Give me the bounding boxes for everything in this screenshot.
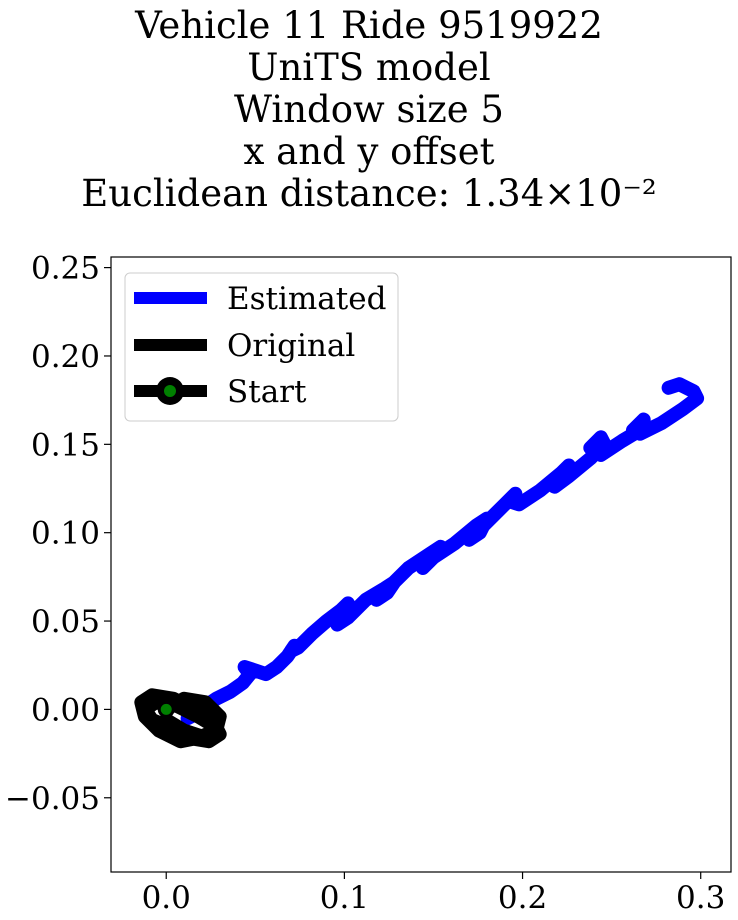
chart-title-line-2: UniTS model (247, 46, 491, 89)
y-tick-label: 0.15 (31, 427, 100, 463)
chart-title-line-1: Vehicle 11 Ride 9519922 (135, 4, 603, 47)
start-marker (157, 700, 175, 718)
x-tick-label: 0.2 (498, 880, 547, 916)
series-line-original (134, 688, 227, 749)
legend-label-start: Start (227, 374, 307, 410)
y-tick-label: 0.10 (31, 516, 100, 552)
legend-start-marker-inner (164, 385, 176, 397)
x-tick-label: 0.3 (676, 880, 725, 916)
legend-label-original: Original (227, 328, 355, 364)
series-line-estimated (180, 377, 705, 726)
y-tick-label: 0.05 (31, 604, 100, 640)
legend: Estimated Original Start (124, 272, 399, 422)
x-tick-label: 0.1 (320, 880, 369, 916)
y-tick-label: 0.25 (31, 251, 100, 287)
y-tick-label: −0.05 (5, 781, 100, 817)
x-tick-label: 0.0 (142, 880, 191, 916)
chart-title-line-4: x and y offset (243, 130, 495, 173)
axes-frame (110, 256, 732, 873)
y-tick-label: 0.00 (31, 692, 100, 728)
chart-title-line-5: Euclidean distance: 1.34×10⁻² (81, 172, 657, 215)
legend-label-estimated: Estimated (227, 281, 386, 317)
y-tick-label: 0.20 (31, 339, 100, 375)
chart-title-line-3: Window size 5 (234, 88, 504, 131)
plot-area (134, 377, 705, 749)
legend-box (124, 272, 399, 422)
